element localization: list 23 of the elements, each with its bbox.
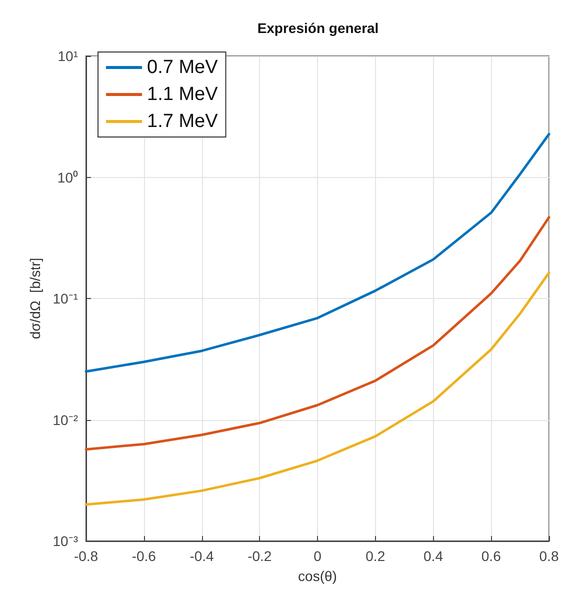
line-series (84, 132, 550, 373)
x-tick-label: 0.2 (366, 548, 386, 564)
x-tick-label: -0.8 (74, 548, 98, 564)
legend-label: 0.7 MeV (147, 57, 218, 78)
y-tick-label: 10⁻² (52, 412, 78, 428)
chart-title: Expresión general (257, 20, 379, 36)
legend-label: 1.1 MeV (147, 84, 218, 105)
y-tick-label: 10⁻¹ (52, 290, 78, 306)
y-tick-label: 10¹ (58, 48, 78, 64)
line-series (84, 216, 550, 451)
x-tick-label: -0.6 (132, 548, 156, 564)
x-tick-label: 0 (314, 548, 322, 564)
x-tick-label: -0.4 (190, 548, 214, 564)
legend-label: 1.7 MeV (147, 111, 218, 132)
x-axis-title: cos(θ) (298, 568, 337, 584)
x-tick-label: -0.2 (248, 548, 272, 564)
y-tick-label: 10⁻³ (52, 533, 78, 549)
y-axis-title: dσ/dΩ [b/str] (26, 258, 43, 340)
x-tick-label: 0.4 (424, 548, 444, 564)
x-tick-label: 0.6 (481, 548, 502, 564)
y-tick-label: 10⁰ (57, 169, 78, 186)
x-tick-label: 0.8 (539, 548, 559, 564)
line-series (84, 272, 550, 506)
